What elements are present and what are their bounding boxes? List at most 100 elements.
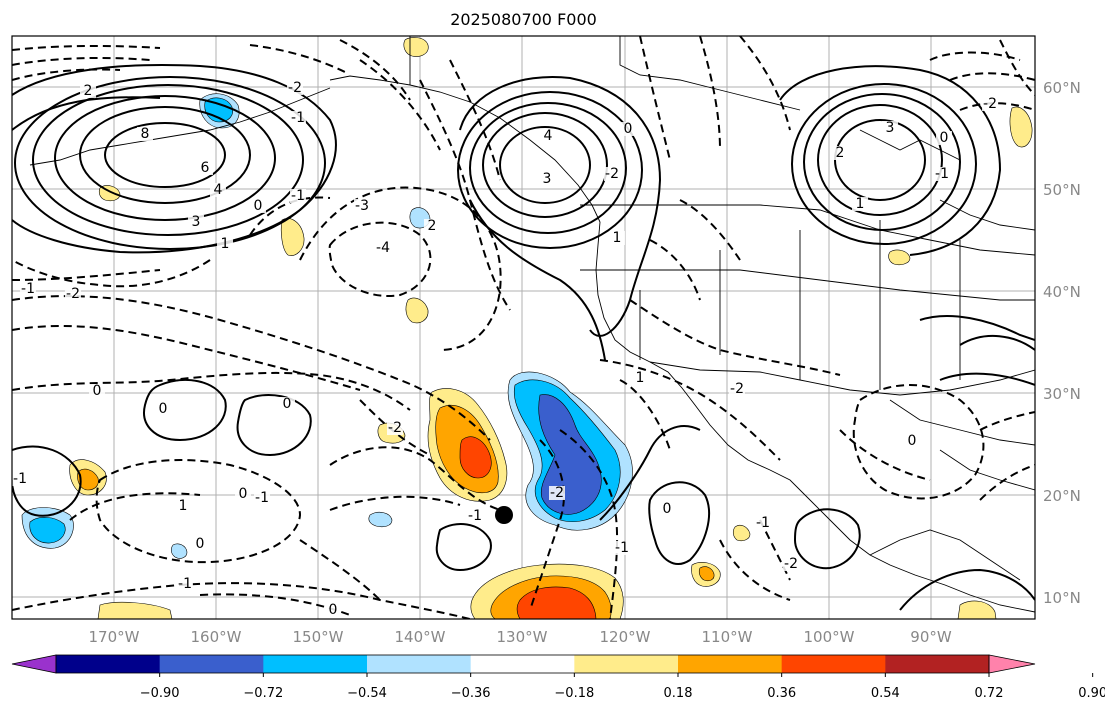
positive-anomaly-region (698, 566, 715, 582)
colorbar-segment (781, 655, 886, 673)
positive-anomaly-region (405, 297, 429, 324)
colorbar-border (55, 654, 990, 674)
colorbar-tick-label: −0.72 (243, 686, 283, 701)
contour-label: 0 (239, 486, 248, 502)
plot-title: 2025080700 F000 (450, 10, 597, 29)
contour-label: 0 (196, 536, 205, 552)
contour-label: -4 (376, 240, 390, 256)
contour-label: 0 (908, 433, 917, 449)
colorbar-extend-min (11, 654, 57, 674)
lat-tick-label: 30°N (1043, 385, 1081, 403)
contour-label: 0 (93, 383, 102, 399)
coastlines (29, 36, 1035, 613)
colorbar-segment (470, 655, 575, 673)
longitude-axis: 170°W 160°W 150°W 140°W 130°W 120°W 110°W 100°W… (89, 628, 952, 646)
lat-tick-label: 50°N (1043, 181, 1081, 199)
colorbar-segment (263, 655, 368, 673)
negative-anomaly-region (170, 543, 188, 559)
contour-label: 0 (159, 401, 168, 417)
contour-label: -1 (13, 471, 27, 487)
lat-tick-label: 60°N (1043, 79, 1081, 97)
contour-label: 0 (940, 130, 949, 146)
lon-tick-label: 170°W (89, 628, 140, 646)
positive-anomaly-region (516, 586, 597, 619)
positive-anomaly-region (459, 436, 492, 479)
latitude-axis: 60°N 50°N 40°N 30°N 20°N 10°N (1043, 79, 1081, 607)
dashed-contours (12, 36, 1035, 619)
colorbar-tick-label: −0.90 (140, 686, 180, 701)
contour-label: 0 (663, 501, 672, 517)
lon-tick-label: 130°W (497, 628, 548, 646)
positive-anomaly-region (77, 468, 99, 491)
contour-label: 0 (624, 121, 633, 137)
contour-label: 4 (544, 128, 553, 144)
storm-center-marker (495, 506, 513, 524)
contour-label: 6 (201, 160, 210, 176)
contour-label: -1 (291, 110, 305, 126)
lon-tick-label: 110°W (702, 628, 753, 646)
colorbar-segment (159, 655, 264, 673)
contour-label: 3 (192, 214, 201, 230)
lat-tick-label: 20°N (1043, 487, 1081, 505)
positive-anomaly-region (732, 524, 751, 542)
colorbar-tick-label: 0.18 (664, 686, 693, 701)
contour-label: 3 (543, 171, 552, 187)
colorbar-tick-label: 0.54 (871, 686, 900, 701)
colorbar-tick-label: −0.54 (347, 686, 387, 701)
colorbar-tick-label: 0.90 (1078, 686, 1105, 701)
colorbar-tick-label: 0.72 (975, 686, 1004, 701)
contour-label: -2 (288, 80, 302, 96)
positive-anomaly-region (957, 600, 997, 619)
lat-tick-label: 40°N (1043, 283, 1081, 301)
contour-label: 1 (636, 370, 645, 386)
positive-anomaly-region (888, 249, 911, 266)
colorbar-segment (574, 655, 679, 673)
contour-label: -1 (468, 508, 482, 524)
contour-label: -1 (756, 515, 770, 531)
contour-label: -1 (21, 281, 35, 297)
positive-anomaly-region (403, 37, 429, 57)
contour-label: -2 (730, 381, 744, 397)
contour-label: 0 (283, 396, 292, 412)
contour-label: 0 (329, 602, 338, 618)
contour-label: 4 (214, 182, 223, 198)
contour-label: -2 (388, 420, 402, 436)
contour-label: 1 (613, 230, 622, 246)
colorbar-segment (678, 655, 783, 673)
contour-label: 2 (836, 145, 845, 161)
contour-label: -1 (178, 576, 192, 592)
contour-label: -1 (935, 166, 949, 182)
colorbar-extend-max (988, 654, 1036, 674)
contour-label: 1 (179, 498, 188, 514)
contour-label: -2 (550, 485, 564, 501)
colorbar-segment (367, 655, 472, 673)
lon-tick-label: 160°W (191, 628, 242, 646)
colorbar: −0.90 −0.72 −0.54 −0.36 −0.18 0.18 0.36 0.54 0.7… (11, 654, 1105, 701)
colorbar-segment (56, 655, 161, 673)
contour-labels: 8643210-1-2-3-443210-1-23210-1-20-10-2-1… (12, 80, 998, 618)
contour-label: 1 (221, 236, 230, 252)
positive-anomaly-region (1009, 106, 1033, 148)
contour-label: -2 (784, 556, 798, 572)
lat-tick-label: 10°N (1043, 589, 1081, 607)
lon-tick-label: 150°W (293, 628, 344, 646)
contour-label: -2 (605, 166, 619, 182)
colorbar-tick-label: −0.36 (451, 686, 491, 701)
contour-label: -1 (615, 540, 629, 556)
lon-tick-label: 140°W (395, 628, 446, 646)
positive-anomaly-region (97, 601, 173, 619)
lon-tick-label: 90°W (910, 628, 952, 646)
contour-label: -1 (255, 490, 269, 506)
contour-label: -2 (983, 96, 997, 112)
map-border (11, 35, 1036, 620)
contour-label: 3 (886, 120, 895, 136)
colorbar-tick-label: 0.36 (767, 686, 796, 701)
colorbar-segment (885, 655, 990, 673)
negative-anomaly-region (538, 394, 602, 515)
contour-label: -2 (66, 286, 80, 302)
negative-anomaly-region (368, 511, 393, 528)
lon-tick-label: 100°W (804, 628, 855, 646)
contour-label: 8 (141, 126, 150, 142)
contour-label: 0 (254, 198, 263, 214)
